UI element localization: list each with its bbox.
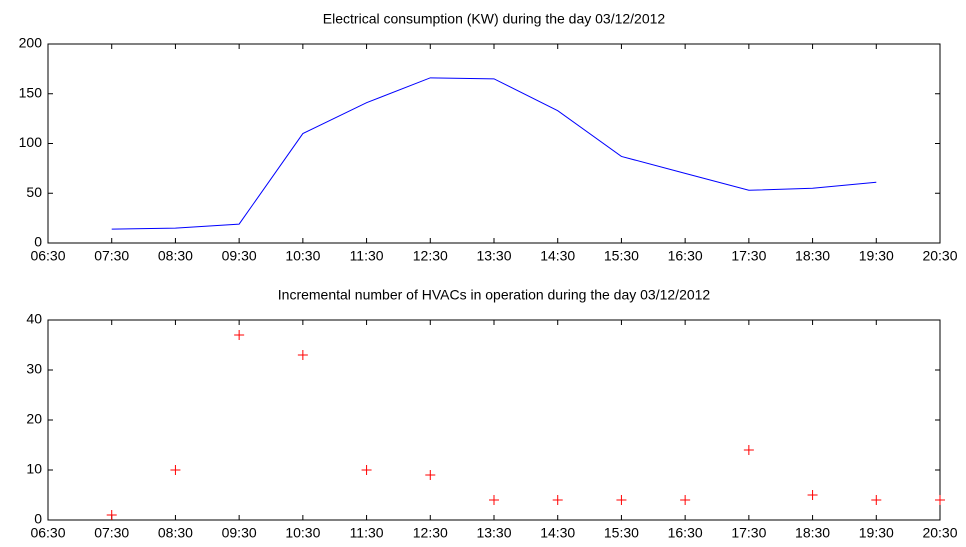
x-tick-label: 14:30 xyxy=(540,248,575,264)
y-tick-label: 50 xyxy=(26,184,42,200)
x-tick-label: 11:30 xyxy=(350,248,384,264)
x-tick-label: 20:30 xyxy=(922,525,957,541)
data-point xyxy=(170,465,181,475)
x-tick-label: 17:30 xyxy=(731,525,766,541)
x-tick-label: 07:30 xyxy=(94,248,129,264)
data-point xyxy=(935,495,945,505)
data-point xyxy=(489,495,499,505)
y-tick-label: 10 xyxy=(26,461,42,477)
x-tick-label: 06:30 xyxy=(30,525,65,541)
x-tick-label: 09:30 xyxy=(222,525,257,541)
x-tick-label: 16:30 xyxy=(668,248,703,264)
x-tick-label: 12:30 xyxy=(413,248,448,264)
x-tick-label: 19:30 xyxy=(859,525,894,541)
plot-frame xyxy=(47,319,941,521)
y-tick-label: 150 xyxy=(19,84,43,100)
x-tick-label: 06:30 xyxy=(30,248,65,264)
data-point xyxy=(552,495,563,505)
y-tick-label: 0 xyxy=(34,234,42,250)
x-tick-label: 14:30 xyxy=(540,525,575,541)
x-tick-label: 10:30 xyxy=(285,525,320,541)
chart-title: Incremental number of HVACs in operation… xyxy=(278,287,711,303)
x-tick-label: 18:30 xyxy=(795,248,830,264)
y-tick-label: 0 xyxy=(34,511,42,527)
x-tick-label: 09:30 xyxy=(222,248,257,264)
y-tick-label: 30 xyxy=(26,361,42,377)
data-point xyxy=(616,495,627,505)
data-point xyxy=(297,350,308,360)
data-point xyxy=(871,495,882,505)
y-tick-label: 100 xyxy=(19,134,43,150)
data-point xyxy=(743,445,754,455)
data-point xyxy=(234,330,245,340)
x-tick-label: 08:30 xyxy=(158,248,193,264)
x-tick-label: 11:30 xyxy=(350,525,384,541)
x-tick-label: 13:30 xyxy=(476,525,511,541)
x-tick-label: 08:30 xyxy=(158,525,193,541)
data-point xyxy=(106,510,117,520)
x-tick-label: 20:30 xyxy=(922,248,957,264)
x-tick-label: 15:30 xyxy=(604,525,639,541)
x-tick-label: 17:30 xyxy=(731,248,766,264)
chart-title: Electrical consumption (KW) during the d… xyxy=(323,11,666,27)
data-point xyxy=(361,465,372,475)
x-tick-label: 16:30 xyxy=(668,525,703,541)
x-tick-label: 13:30 xyxy=(476,248,511,264)
y-tick-label: 40 xyxy=(26,311,42,327)
x-tick-label: 07:30 xyxy=(94,525,129,541)
data-point xyxy=(425,470,436,480)
y-tick-label: 200 xyxy=(19,35,43,51)
y-tick-label: 20 xyxy=(26,411,42,427)
data-line xyxy=(111,77,877,230)
plot-frame xyxy=(47,43,941,244)
x-tick-label: 18:30 xyxy=(795,525,830,541)
x-tick-label: 10:30 xyxy=(285,248,320,264)
x-tick-label: 15:30 xyxy=(604,248,639,264)
x-tick-label: 19:30 xyxy=(859,248,894,264)
data-point xyxy=(807,490,818,500)
data-point xyxy=(680,495,691,505)
x-tick-label: 12:30 xyxy=(413,525,448,541)
